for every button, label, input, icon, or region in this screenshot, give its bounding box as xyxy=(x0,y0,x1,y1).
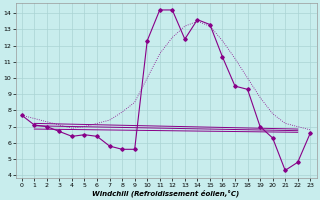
X-axis label: Windchill (Refroidissement éolien,°C): Windchill (Refroidissement éolien,°C) xyxy=(92,189,240,197)
